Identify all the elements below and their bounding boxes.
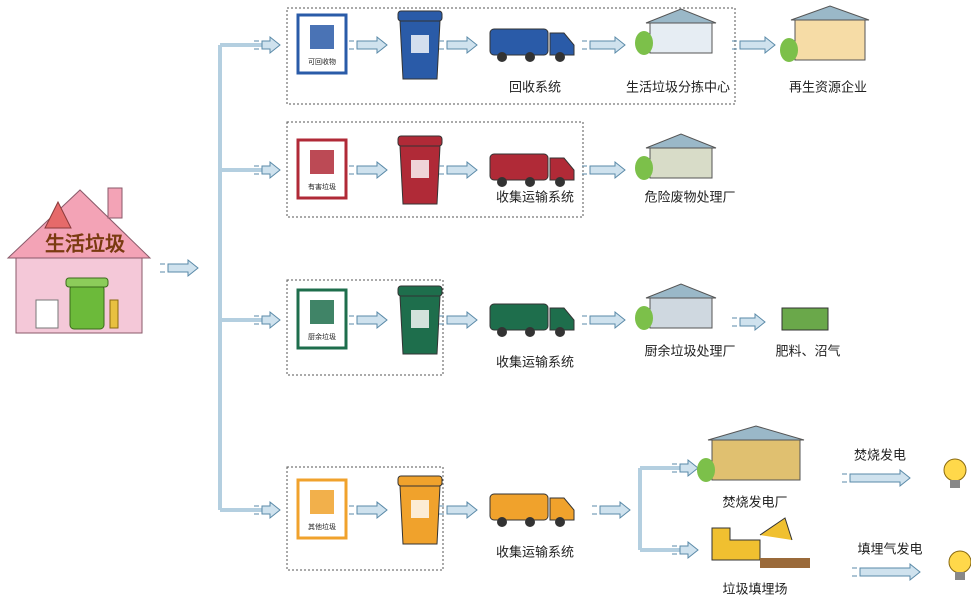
bulb-base <box>950 480 960 488</box>
wheel <box>525 177 535 187</box>
bin-lid <box>398 11 442 21</box>
arrow <box>349 37 387 53</box>
building <box>650 23 712 53</box>
truck-body <box>490 154 548 180</box>
sign-icon <box>310 490 334 514</box>
sign-icon <box>310 25 334 49</box>
building <box>650 148 712 178</box>
bin-plate <box>411 310 429 328</box>
sign-label: 有害垃圾 <box>308 182 336 191</box>
connector <box>220 45 270 510</box>
source-label: 生活垃圾 <box>45 232 126 256</box>
bin-lid <box>398 136 442 146</box>
wheel <box>555 517 565 527</box>
tree <box>697 458 715 482</box>
arrow <box>349 312 387 328</box>
wheel <box>525 52 535 62</box>
bin-plate <box>411 500 429 518</box>
bin-lid <box>398 476 442 486</box>
arrow <box>732 314 765 330</box>
roof <box>646 284 716 298</box>
wheel <box>497 177 507 187</box>
building <box>650 298 712 328</box>
arrow <box>439 37 477 53</box>
house <box>8 188 150 333</box>
building <box>712 440 800 480</box>
roof <box>646 134 716 148</box>
arrow <box>732 37 775 53</box>
label: 生活垃圾分拣中心 <box>626 81 730 96</box>
tree <box>635 156 653 180</box>
tree <box>780 38 798 62</box>
label: 危险废物处理厂 <box>644 190 735 206</box>
bulb-base <box>955 572 965 580</box>
wheel <box>525 517 535 527</box>
label: 收集运输系统 <box>496 190 574 206</box>
label: 焚烧发电厂 <box>722 495 787 511</box>
tree <box>635 306 653 330</box>
arrow <box>349 162 387 178</box>
label: 厨余垃圾处理厂 <box>644 344 735 360</box>
roof <box>791 6 869 20</box>
arrow <box>592 502 630 518</box>
arrow <box>842 470 910 486</box>
label: 收集运输系统 <box>496 545 574 561</box>
bin-plate <box>411 160 429 178</box>
label: 再生资源企业 <box>789 80 867 96</box>
truck-body <box>490 304 548 330</box>
tree <box>635 31 653 55</box>
wheel <box>497 327 507 337</box>
label: 肥料、沼气 <box>775 344 840 360</box>
wheel <box>555 52 565 62</box>
bulb <box>949 551 971 573</box>
label: 焚烧发电 <box>854 448 906 464</box>
label: 填埋气发电 <box>857 542 922 558</box>
arrow <box>582 312 625 328</box>
compost <box>782 308 828 330</box>
sign-icon <box>310 150 334 174</box>
roof <box>646 9 716 23</box>
label: 回收系统 <box>509 81 561 96</box>
wheel <box>497 52 507 62</box>
arrow <box>160 260 198 276</box>
diagram: 生活垃圾 可回收物回收系统 生活垃圾分拣中心 再生资源企业有害垃圾收集运输系统 危险废… <box>0 0 971 601</box>
sign-icon <box>310 300 334 324</box>
sign-label: 可回收物 <box>308 57 336 66</box>
dirt <box>760 558 810 568</box>
bin-plate <box>411 35 429 53</box>
connector <box>640 468 692 550</box>
arrow <box>582 37 625 53</box>
wheel <box>555 177 565 187</box>
sign-label: 厨余垃圾 <box>308 332 336 341</box>
truck-cab <box>550 498 574 520</box>
arrow <box>439 162 477 178</box>
bin-lid <box>398 286 442 296</box>
label: 收集运输系统 <box>496 355 574 371</box>
label: 垃圾填埋场 <box>722 583 787 598</box>
wheel <box>497 517 507 527</box>
truck-cab <box>550 33 574 55</box>
arrow <box>349 502 387 518</box>
bulb <box>944 459 966 481</box>
wheel <box>555 327 565 337</box>
truck-cab <box>550 158 574 180</box>
truck-cab <box>550 308 574 330</box>
arrow <box>439 502 477 518</box>
truck-body <box>490 29 548 55</box>
arrow <box>852 564 920 580</box>
arrow <box>439 312 477 328</box>
truck-body <box>490 494 548 520</box>
arrow <box>582 162 625 178</box>
sign-label: 其他垃圾 <box>308 522 336 531</box>
roof <box>708 426 804 440</box>
excavator <box>712 518 792 560</box>
wheel <box>525 327 535 337</box>
building <box>795 20 865 60</box>
